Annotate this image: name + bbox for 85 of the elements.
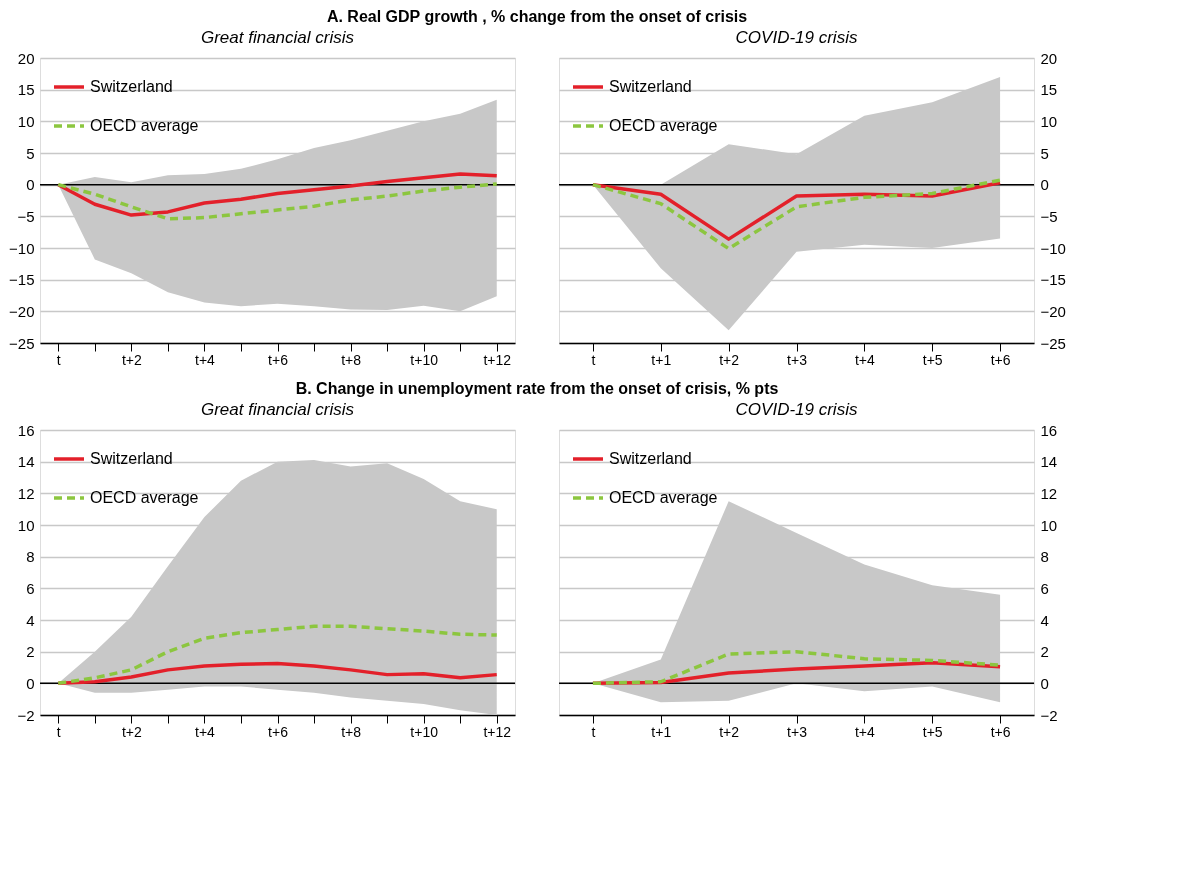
y-tick-label: 16	[17, 421, 35, 439]
y2-tick-label: −20	[1040, 302, 1066, 320]
y2-tick-label: 12	[1040, 484, 1058, 502]
x-tick-label: t+12	[483, 351, 512, 368]
y2-tick-label: 0	[1040, 176, 1049, 194]
y-tick-label: −20	[9, 302, 35, 320]
x-tick-label: t+4	[194, 723, 216, 740]
legend-label: Switzerland	[90, 78, 173, 95]
x-tick-label: t+6	[990, 723, 1011, 740]
line-series	[591, 178, 1002, 251]
x-tick-label: t	[591, 351, 596, 368]
legend-label: OECD average	[90, 489, 199, 506]
x-tick-label: t+6	[268, 723, 289, 740]
y2-tick-label: 0	[1040, 674, 1049, 692]
x-tick-label: t+2	[121, 351, 142, 368]
line-series	[56, 624, 499, 686]
y-tick-label: 14	[17, 453, 35, 471]
y2-tick-label: −2	[1040, 706, 1058, 724]
y-tick-label: 15	[17, 81, 35, 99]
x-tick-label: t+3	[787, 723, 808, 740]
x-tick-label: t+10	[410, 351, 439, 368]
x-tick-label: t+2	[719, 351, 740, 368]
y2-tick-label: 4	[1040, 611, 1049, 629]
y2-tick-label: −5	[1040, 207, 1058, 225]
chart-subtitle: Great financial crisis	[200, 28, 355, 47]
y2-tick-label: 15	[1040, 81, 1058, 99]
legend-label: OECD average	[609, 489, 718, 506]
y-tick-label: 5	[26, 144, 35, 162]
y2-tick-label: 6	[1040, 579, 1049, 597]
y2-tick-label: 20	[1040, 49, 1058, 67]
line-series	[56, 182, 499, 221]
chart-subtitle: Great financial crisis	[200, 400, 355, 419]
y2-tick-label: −10	[1040, 239, 1066, 257]
y2-tick-label: −15	[1040, 271, 1066, 289]
legend-label: Switzerland	[609, 450, 692, 467]
legend-label: OECD average	[90, 117, 199, 134]
y2-tick-label: 14	[1040, 453, 1058, 471]
chart-title: A. Real GDP growth , % change from the onset of crisis	[326, 7, 748, 25]
y-tick-label: −25	[9, 334, 35, 352]
y-tick-label: 0	[26, 176, 35, 194]
y2-tick-label: 16	[1040, 421, 1058, 439]
y-tick-label: −2	[17, 706, 35, 724]
chart-subtitle: COVID-19 crisis	[735, 28, 858, 47]
y2-tick-label: 2	[1040, 643, 1049, 661]
x-tick-label: t+2	[121, 723, 142, 740]
y2-tick-label: 8	[1040, 548, 1049, 566]
y-tick-label: 4	[26, 611, 35, 629]
x-tick-label: t+6	[268, 351, 289, 368]
y2-tick-label: 5	[1040, 144, 1049, 162]
y2-tick-label: 10	[1040, 516, 1058, 534]
x-tick-label: t+2	[719, 723, 740, 740]
x-tick-label: t+4	[854, 723, 875, 740]
y2-tick-label: −25	[1040, 334, 1066, 352]
legend-label: Switzerland	[90, 450, 173, 467]
x-tick-label: t+4	[854, 351, 875, 368]
legend-label: OECD average	[609, 117, 718, 134]
y-tick-label: 0	[26, 674, 35, 692]
x-tick-label: t	[591, 723, 596, 740]
x-tick-label: t+4	[194, 351, 216, 368]
y-tick-label: 20	[17, 49, 35, 67]
y-tick-label: 12	[17, 484, 35, 502]
y-tick-label: 6	[26, 579, 35, 597]
x-tick-label: t+8	[341, 723, 362, 740]
x-tick-label: t+1	[651, 351, 672, 368]
x-tick-label: t+8	[341, 351, 362, 368]
x-tick-label: t+5	[922, 723, 943, 740]
y-tick-label: −10	[9, 239, 35, 257]
x-tick-label: t+3	[787, 351, 808, 368]
y-tick-label: −5	[17, 207, 35, 225]
chart-title: B. Change in unemployment rate from the onset of crisis, % pts	[295, 379, 779, 397]
y-tick-label: 2	[26, 643, 35, 661]
x-tick-label: t+6	[990, 351, 1011, 368]
y-tick-label: 8	[26, 548, 35, 566]
x-tick-label: t+5	[922, 351, 943, 368]
x-tick-label: t+12	[483, 723, 512, 740]
y-tick-label: −15	[9, 271, 35, 289]
x-tick-label: t	[56, 723, 61, 740]
y-tick-label: 10	[17, 112, 35, 130]
legend-label: Switzerland	[609, 78, 692, 95]
y2-tick-label: 10	[1040, 112, 1058, 130]
x-tick-label: t	[56, 351, 61, 368]
x-tick-label: t+10	[410, 723, 439, 740]
y-tick-label: 10	[17, 516, 35, 534]
x-tick-label: t+1	[651, 723, 672, 740]
chart-subtitle: COVID-19 crisis	[735, 400, 858, 419]
